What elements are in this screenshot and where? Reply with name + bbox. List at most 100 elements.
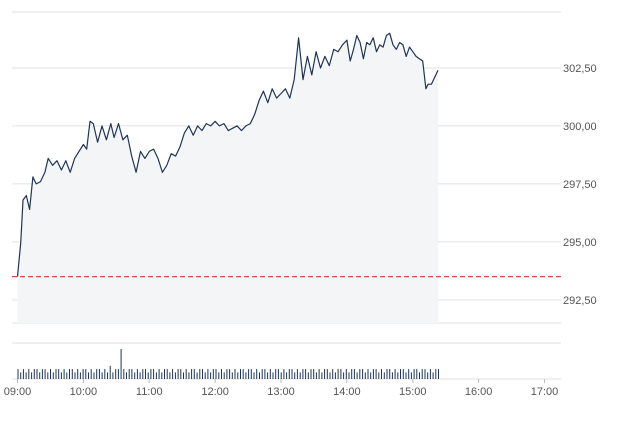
volume-bar [259, 372, 260, 379]
y-tick-label: 292,50 [563, 295, 597, 307]
volume-bar [386, 369, 388, 379]
volume-bar [207, 369, 209, 379]
y-tick-label: 297,50 [563, 179, 597, 191]
price-area-fill [17, 33, 439, 323]
volume-bar [126, 372, 127, 379]
volume-bar [41, 369, 43, 379]
volume-bar [405, 372, 407, 379]
volume-bar [177, 369, 179, 379]
volume-bar [52, 372, 54, 379]
volume-bar [234, 369, 236, 379]
volume-bar [191, 369, 193, 379]
volume-bar [391, 372, 393, 379]
volume-bar [50, 369, 51, 379]
volume-bar [318, 369, 320, 379]
volume-bar [410, 372, 412, 379]
volume-bar [153, 369, 155, 379]
volume-bar [174, 372, 176, 379]
y-tick-label: 295,00 [563, 237, 597, 249]
volume-bar [416, 369, 418, 379]
x-tick-label: 12:00 [201, 386, 229, 398]
x-tick-label: 09:00 [4, 386, 32, 398]
volume-bar [321, 372, 323, 379]
volume-bar [226, 369, 228, 379]
volume-bar [408, 369, 410, 379]
volume-bar [196, 372, 198, 379]
volume-bar [302, 369, 304, 379]
volume-bar [150, 369, 152, 379]
x-tick-label: 10:00 [70, 386, 98, 398]
volume-bar [22, 369, 24, 379]
volume-bar [77, 369, 79, 379]
volume-bar [69, 369, 70, 379]
x-tick-label: 17:00 [531, 386, 559, 398]
volume-bar [280, 372, 282, 379]
volume-bar [283, 369, 285, 379]
volume-bar [74, 372, 76, 379]
volume-bar [313, 369, 315, 379]
volume-bar [413, 369, 415, 379]
x-tick-label: 15:00 [399, 386, 427, 398]
volume-bar [88, 372, 89, 379]
volume-bar [85, 369, 87, 379]
volume-bar [109, 365, 111, 379]
volume-bar [33, 369, 35, 379]
volume-bar [375, 369, 377, 379]
volume-bar [421, 369, 423, 379]
volume-bar [229, 369, 231, 379]
y-axis-labels: 302,50 300,00 297,50 295,00 292,50 [563, 63, 597, 307]
volume-bar [294, 372, 296, 379]
volume-bar [120, 349, 122, 379]
price-area [17, 33, 439, 323]
volume-bar [402, 369, 404, 379]
volume-bar [329, 372, 331, 379]
volume-bar [438, 369, 439, 379]
volume-bar [101, 372, 103, 379]
volume-bar [98, 369, 100, 379]
volume-bar [345, 369, 347, 379]
volume-bar [20, 372, 22, 379]
volume-bar [326, 369, 328, 379]
volume-bar [324, 369, 326, 379]
volume-bar [343, 372, 345, 379]
volume-bar [340, 369, 342, 379]
volume-bar [169, 372, 171, 379]
volume-bar [60, 372, 62, 379]
volume-bar [242, 369, 244, 379]
volume-bar [245, 372, 247, 379]
volume-bar [145, 369, 146, 379]
volume-bar [36, 369, 38, 379]
volume-bar [128, 369, 130, 379]
volume-bar [332, 369, 334, 379]
volume-bar [136, 369, 138, 379]
volume-bar [353, 369, 355, 379]
x-tick-label: 14:00 [333, 386, 361, 398]
volume-bar [296, 369, 298, 379]
volume-bar [155, 372, 157, 379]
volume-bar [288, 369, 290, 379]
volume-bar [419, 372, 420, 379]
volume-bar [204, 372, 206, 379]
x-axis-labels: 09:00 10:00 11:00 12:00 13:00 14:00 15:00 16:00… [4, 379, 559, 398]
volume-bar [362, 369, 364, 379]
volume-bar [359, 369, 361, 379]
volume-bar [299, 372, 301, 379]
volume-bar [267, 372, 269, 379]
volume-bar [164, 369, 165, 379]
volume-bar [199, 369, 201, 379]
volume-bar [348, 372, 350, 379]
volume-bar [180, 369, 182, 379]
volume-bar [221, 369, 222, 379]
x-tick-label: 16:00 [465, 386, 493, 398]
volume-bar [372, 369, 374, 379]
volume-bar [337, 369, 339, 379]
volume-bar [400, 369, 401, 379]
volume-bar [435, 369, 437, 379]
volume-bar [253, 372, 255, 379]
volume-bar [231, 372, 233, 379]
volume-bar [139, 372, 141, 379]
volume-bar [269, 369, 271, 379]
volume-bar [432, 372, 434, 379]
volume-bar [66, 372, 68, 379]
